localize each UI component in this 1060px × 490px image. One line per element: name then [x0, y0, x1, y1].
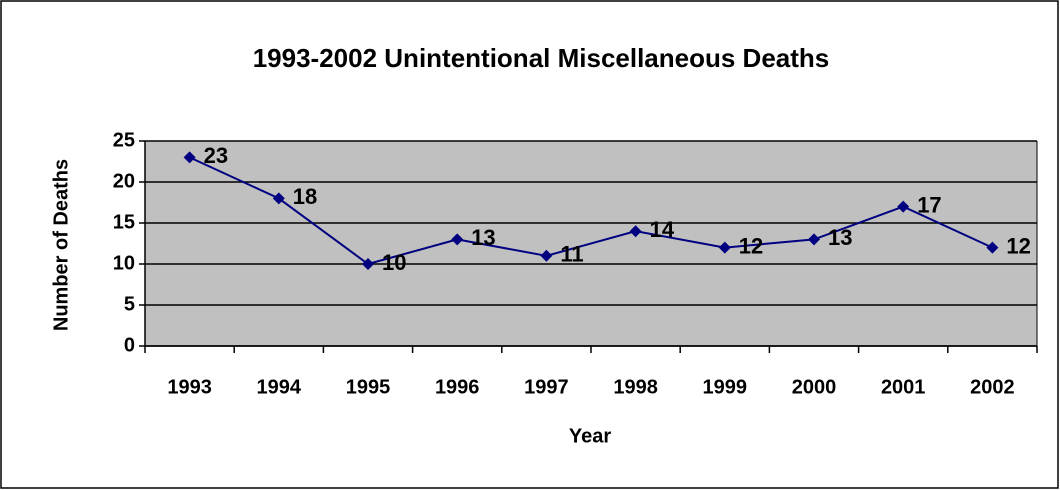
x-tick-label: 2000 [792, 376, 837, 398]
x-tick-label: 1995 [346, 376, 391, 398]
data-label: 23 [204, 143, 228, 168]
y-tick-label: 25 [113, 129, 135, 151]
x-tick-label: 1996 [435, 376, 480, 398]
data-label: 14 [650, 217, 675, 242]
x-tick-label: 1994 [257, 376, 302, 398]
data-label: 13 [471, 225, 495, 250]
y-tick-label: 10 [113, 252, 135, 274]
data-label: 12 [739, 233, 763, 258]
y-tick-label: 0 [124, 334, 135, 356]
x-tick-label: 1998 [613, 376, 658, 398]
data-label: 11 [560, 242, 583, 267]
data-point [897, 200, 910, 213]
data-point [718, 241, 731, 254]
data-label: 18 [293, 184, 317, 209]
data-point [451, 233, 464, 246]
y-axis-label: Number of Deaths [50, 159, 72, 331]
data-point [986, 241, 999, 254]
data-point [362, 258, 374, 270]
x-tick-label: 2001 [881, 376, 926, 398]
data-point [808, 233, 820, 246]
y-tick-label: 15 [113, 211, 135, 233]
x-tick-label: 1999 [703, 376, 748, 398]
y-tick-label: 5 [124, 293, 135, 315]
data-label: 13 [828, 225, 852, 250]
data-label: 10 [382, 250, 406, 275]
x-axis-label: Year [569, 425, 611, 447]
data-point [629, 225, 642, 238]
data-point [183, 151, 196, 164]
chart-title: 1993-2002 Unintentional Miscellaneous De… [253, 43, 830, 73]
data-label: 17 [917, 192, 941, 217]
y-tick-label: 20 [113, 170, 135, 192]
data-line [189, 156, 993, 266]
data-point [540, 249, 553, 262]
x-tick-label: 2002 [970, 376, 1015, 398]
data-point [272, 192, 285, 205]
data-label: 12 [1006, 233, 1030, 258]
x-tick-label: 1997 [524, 376, 569, 398]
x-tick-label: 1993 [167, 376, 212, 398]
